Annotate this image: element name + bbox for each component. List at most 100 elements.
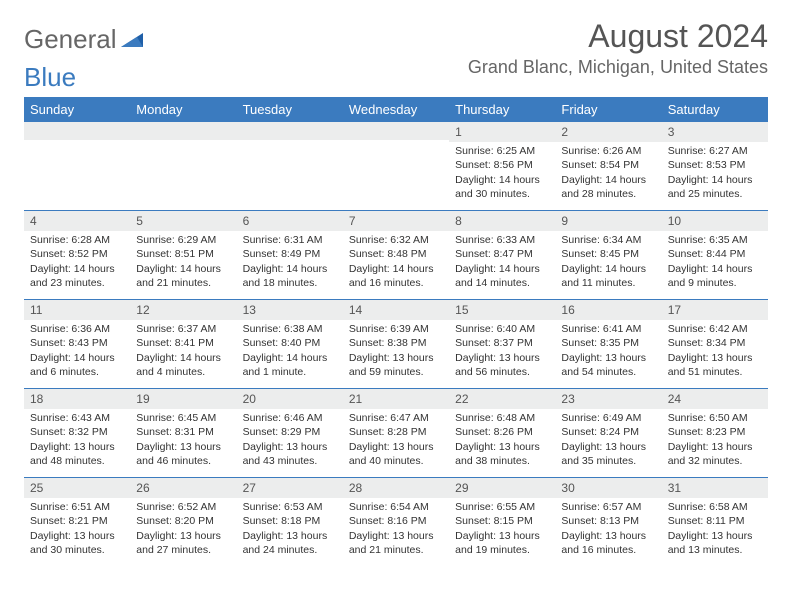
daylight-line: Daylight: 14 hours and 1 minute. bbox=[243, 351, 337, 379]
calendar: SundayMondayTuesdayWednesdayThursdayFrid… bbox=[24, 97, 768, 566]
day-cell-25: 25Sunrise: 6:51 AMSunset: 8:21 PMDayligh… bbox=[24, 478, 130, 566]
sunset-line: Sunset: 8:47 PM bbox=[455, 247, 549, 261]
sunrise-line: Sunrise: 6:45 AM bbox=[136, 411, 230, 425]
daylight-line: Daylight: 13 hours and 51 minutes. bbox=[668, 351, 762, 379]
day-number: 5 bbox=[130, 211, 236, 231]
sunset-line: Sunset: 8:13 PM bbox=[561, 514, 655, 528]
day-cell-16: 16Sunrise: 6:41 AMSunset: 8:35 PMDayligh… bbox=[555, 300, 661, 388]
day-number: 31 bbox=[662, 478, 768, 498]
sunset-line: Sunset: 8:24 PM bbox=[561, 425, 655, 439]
day-details: Sunrise: 6:34 AMSunset: 8:45 PMDaylight:… bbox=[555, 231, 661, 294]
sunrise-line: Sunrise: 6:39 AM bbox=[349, 322, 443, 336]
day-details: Sunrise: 6:28 AMSunset: 8:52 PMDaylight:… bbox=[24, 231, 130, 294]
sunset-line: Sunset: 8:28 PM bbox=[349, 425, 443, 439]
day-cell-31: 31 Sunrise: 6:58 AMSunset: 8:11 PMDayligh… bbox=[662, 478, 768, 566]
day-cell-29: 29Sunrise: 6:55 AMSunset: 8:15 PMDayligh… bbox=[449, 478, 555, 566]
day-number: 30 bbox=[555, 478, 661, 498]
day-details: Sunrise: 6:57 AMSunset: 8:13 PMDaylight:… bbox=[555, 498, 661, 561]
sunrise-line: Sunrise: 6:32 AM bbox=[349, 233, 443, 247]
day-number: 16 bbox=[555, 300, 661, 320]
day-cell-26: 26Sunrise: 6:52 AMSunset: 8:20 PMDayligh… bbox=[130, 478, 236, 566]
day-number: 12 bbox=[130, 300, 236, 320]
day-number: 28 bbox=[343, 478, 449, 498]
day-details: Sunrise: 6:33 AMSunset: 8:47 PMDaylight:… bbox=[449, 231, 555, 294]
day-cell-4: 4Sunrise: 6:28 AMSunset: 8:52 PMDaylight… bbox=[24, 211, 130, 299]
day-details: Sunrise: 6:39 AMSunset: 8:38 PMDaylight:… bbox=[343, 320, 449, 383]
day-cell-12: 12Sunrise: 6:37 AMSunset: 8:41 PMDayligh… bbox=[130, 300, 236, 388]
sunset-line: Sunset: 8:18 PM bbox=[243, 514, 337, 528]
day-details: Sunrise: 6:53 AMSunset: 8:18 PMDaylight:… bbox=[237, 498, 343, 561]
sunrise-line: Sunrise: 6:54 AM bbox=[349, 500, 443, 514]
weekday-header-tuesday: Tuesday bbox=[237, 97, 343, 122]
day-cell-3: 3Sunrise: 6:27 AMSunset: 8:53 PMDaylight… bbox=[662, 122, 768, 210]
day-cell-18: 18Sunrise: 6:43 AMSunset: 8:32 PMDayligh… bbox=[24, 389, 130, 477]
sunset-line: Sunset: 8:11 PM bbox=[668, 514, 762, 528]
daylight-line: Daylight: 14 hours and 9 minutes. bbox=[668, 262, 762, 290]
daylight-line: Daylight: 14 hours and 6 minutes. bbox=[30, 351, 124, 379]
daylight-line: Daylight: 13 hours and 59 minutes. bbox=[349, 351, 443, 379]
day-cell-30: 30Sunrise: 6:57 AMSunset: 8:13 PMDayligh… bbox=[555, 478, 661, 566]
day-number: 20 bbox=[237, 389, 343, 409]
day-number: 24 bbox=[662, 389, 768, 409]
week-row: 18Sunrise: 6:43 AMSunset: 8:32 PMDayligh… bbox=[24, 388, 768, 477]
day-details: Sunrise: 6:50 AMSunset: 8:23 PMDaylight:… bbox=[662, 409, 768, 472]
daylight-line: Daylight: 14 hours and 14 minutes. bbox=[455, 262, 549, 290]
day-number: 15 bbox=[449, 300, 555, 320]
day-cell-27: 27Sunrise: 6:53 AMSunset: 8:18 PMDayligh… bbox=[237, 478, 343, 566]
daylight-line: Daylight: 13 hours and 30 minutes. bbox=[30, 529, 124, 557]
sunset-line: Sunset: 8:41 PM bbox=[136, 336, 230, 350]
sunrise-line: Sunrise: 6:43 AM bbox=[30, 411, 124, 425]
sunrise-line: Sunrise: 6:57 AM bbox=[561, 500, 655, 514]
sunrise-line: Sunrise: 6:41 AM bbox=[561, 322, 655, 336]
daylight-line: Daylight: 14 hours and 30 minutes. bbox=[455, 173, 549, 201]
daylight-line: Daylight: 13 hours and 13 minutes. bbox=[668, 529, 762, 557]
day-number: 18 bbox=[24, 389, 130, 409]
weekday-header-sunday: Sunday bbox=[24, 97, 130, 122]
day-cell-23: 23Sunrise: 6:49 AMSunset: 8:24 PMDayligh… bbox=[555, 389, 661, 477]
sunrise-line: Sunrise: 6:58 AM bbox=[668, 500, 762, 514]
daylight-line: Daylight: 14 hours and 11 minutes. bbox=[561, 262, 655, 290]
day-number: 9 bbox=[555, 211, 661, 231]
day-cell-17: 17Sunrise: 6:42 AMSunset: 8:34 PMDayligh… bbox=[662, 300, 768, 388]
sunrise-line: Sunrise: 6:33 AM bbox=[455, 233, 549, 247]
day-details: Sunrise: 6:45 AMSunset: 8:31 PMDaylight:… bbox=[130, 409, 236, 472]
logo-word-blue: Blue bbox=[24, 62, 768, 93]
day-number: 29 bbox=[449, 478, 555, 498]
sunset-line: Sunset: 8:23 PM bbox=[668, 425, 762, 439]
day-cell-24: 24Sunrise: 6:50 AMSunset: 8:23 PMDayligh… bbox=[662, 389, 768, 477]
sunrise-line: Sunrise: 6:52 AM bbox=[136, 500, 230, 514]
day-details: Sunrise: 6:43 AMSunset: 8:32 PMDaylight:… bbox=[24, 409, 130, 472]
sunset-line: Sunset: 8:49 PM bbox=[243, 247, 337, 261]
day-cell-22: 22Sunrise: 6:48 AMSunset: 8:26 PMDayligh… bbox=[449, 389, 555, 477]
logo-triangle-icon bbox=[121, 31, 145, 49]
daylight-line: Daylight: 13 hours and 19 minutes. bbox=[455, 529, 549, 557]
day-details: Sunrise: 6:36 AMSunset: 8:43 PMDaylight:… bbox=[24, 320, 130, 383]
week-row: 25Sunrise: 6:51 AMSunset: 8:21 PMDayligh… bbox=[24, 477, 768, 566]
daylight-line: Daylight: 13 hours and 32 minutes. bbox=[668, 440, 762, 468]
sunset-line: Sunset: 8:29 PM bbox=[243, 425, 337, 439]
daylight-line: Daylight: 13 hours and 21 minutes. bbox=[349, 529, 443, 557]
logo: General bbox=[24, 18, 145, 55]
day-number: 11 bbox=[24, 300, 130, 320]
sunrise-line: Sunrise: 6:42 AM bbox=[668, 322, 762, 336]
day-number: 26 bbox=[130, 478, 236, 498]
sunrise-line: Sunrise: 6:55 AM bbox=[455, 500, 549, 514]
daylight-line: Daylight: 14 hours and 28 minutes. bbox=[561, 173, 655, 201]
sunrise-line: Sunrise: 6:25 AM bbox=[455, 144, 549, 158]
day-details: Sunrise: 6:37 AMSunset: 8:41 PMDaylight:… bbox=[130, 320, 236, 383]
day-number: 6 bbox=[237, 211, 343, 231]
weekday-header-row: SundayMondayTuesdayWednesdayThursdayFrid… bbox=[24, 97, 768, 122]
sunrise-line: Sunrise: 6:37 AM bbox=[136, 322, 230, 336]
daylight-line: Daylight: 13 hours and 48 minutes. bbox=[30, 440, 124, 468]
daylight-line: Daylight: 14 hours and 25 minutes. bbox=[668, 173, 762, 201]
sunset-line: Sunset: 8:37 PM bbox=[455, 336, 549, 350]
sunrise-line: Sunrise: 6:50 AM bbox=[668, 411, 762, 425]
day-cell-empty bbox=[343, 122, 449, 210]
day-details: Sunrise: 6:38 AMSunset: 8:40 PMDaylight:… bbox=[237, 320, 343, 383]
sunset-line: Sunset: 8:20 PM bbox=[136, 514, 230, 528]
day-details: Sunrise: 6:40 AMSunset: 8:37 PMDaylight:… bbox=[449, 320, 555, 383]
day-cell-8: 8Sunrise: 6:33 AMSunset: 8:47 PMDaylight… bbox=[449, 211, 555, 299]
day-number: 21 bbox=[343, 389, 449, 409]
day-details: Sunrise: 6:31 AMSunset: 8:49 PMDaylight:… bbox=[237, 231, 343, 294]
sunrise-line: Sunrise: 6:28 AM bbox=[30, 233, 124, 247]
